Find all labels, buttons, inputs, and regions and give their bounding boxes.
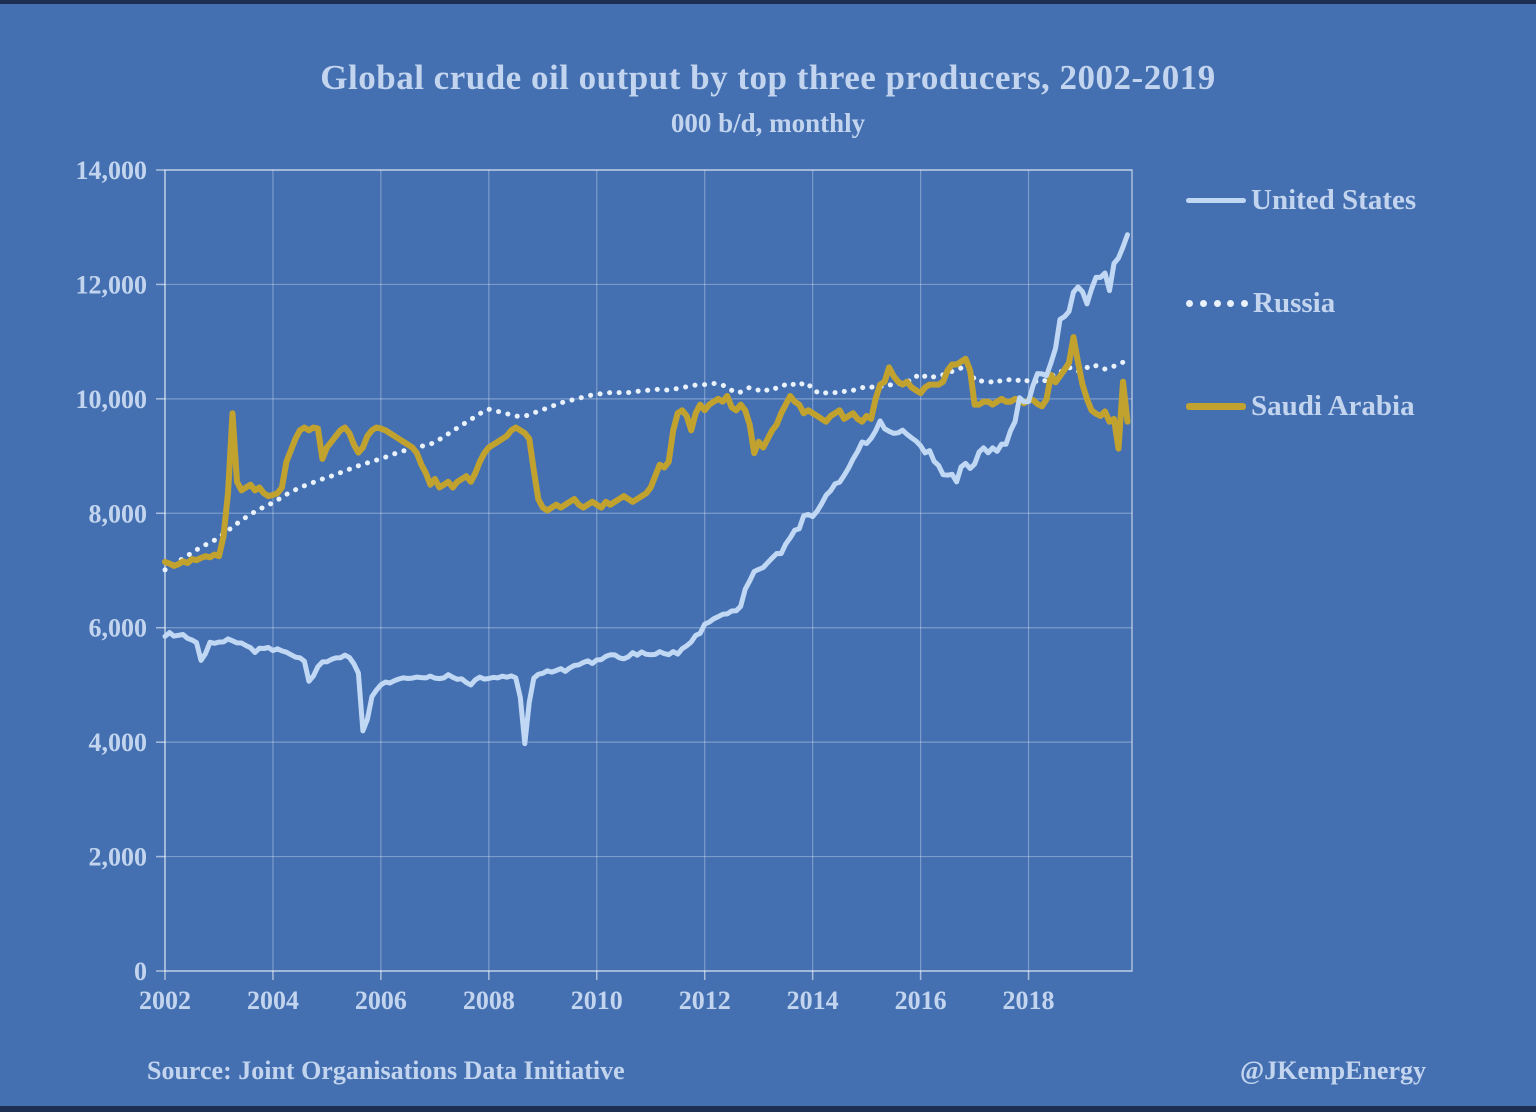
- bottom-edge-border: [0, 1106, 1536, 1112]
- x-tick-label: 2012: [679, 986, 731, 1015]
- x-tick-label: 2008: [463, 986, 515, 1015]
- axes: [156, 169, 1133, 980]
- y-tick-label: 0: [134, 957, 147, 986]
- chart-subtitle: 000 b/d, monthly: [670, 108, 866, 138]
- russia-dotted-line-sample: [1186, 300, 1248, 307]
- x-tick-label: 2014: [787, 986, 839, 1015]
- legend-item-united-states: United States: [1186, 186, 1416, 215]
- y-tick-label: 10,000: [76, 385, 148, 414]
- series-line-russia: [162, 359, 1130, 573]
- series-line-saudi-arabia: [162, 334, 1131, 569]
- y-tick-label: 2,000: [89, 843, 148, 872]
- legend-label-united-states: United States: [1251, 184, 1417, 216]
- x-tick-label: 2006: [355, 986, 407, 1015]
- legend-dot: [1241, 300, 1248, 307]
- y-tick-label: 8,000: [89, 499, 148, 528]
- y-tick-label: 14,000: [76, 156, 148, 185]
- legend: United States Russia Saudi Arabia: [1186, 186, 1416, 421]
- source-note: Source: Joint Organisations Data Initiat…: [147, 1056, 625, 1085]
- gridlines: [164, 169, 1132, 972]
- legend-dot: [1199, 300, 1207, 307]
- x-tick-label: 2016: [895, 986, 947, 1015]
- legend-dot: [1186, 300, 1193, 307]
- legend-item-saudi-arabia: Saudi Arabia: [1186, 392, 1416, 421]
- x-tick-label: 2002: [139, 986, 191, 1015]
- legend-dot: [1213, 300, 1221, 307]
- y-tick-label: 4,000: [89, 728, 148, 757]
- x-tick-label: 2010: [571, 986, 623, 1015]
- united-states-line-sample: [1186, 198, 1246, 203]
- x-tick-label: 2004: [247, 986, 299, 1015]
- credit-handle: @JKempEnergy: [1240, 1056, 1426, 1085]
- y-tick-label: 6,000: [89, 614, 148, 643]
- y-tick-label: 12,000: [76, 270, 148, 299]
- saudi-arabia-line-sample: [1186, 403, 1246, 410]
- plot-border: [164, 169, 1133, 972]
- chart-title: Global crude oil output by top three pro…: [320, 58, 1216, 97]
- legend-dot: [1227, 300, 1235, 307]
- legend-label-saudi-arabia: Saudi Arabia: [1251, 390, 1415, 422]
- x-tick-label: 2018: [1003, 986, 1055, 1015]
- legend-label-russia: Russia: [1253, 287, 1336, 319]
- legend-item-russia: Russia: [1186, 289, 1416, 318]
- top-edge-border: [0, 0, 1536, 4]
- series-line-united-states: [162, 232, 1130, 747]
- tick-labels: 0 2,000 4,000 6,000 8,000 10,000 12,000 14,000 2…: [76, 156, 1055, 1015]
